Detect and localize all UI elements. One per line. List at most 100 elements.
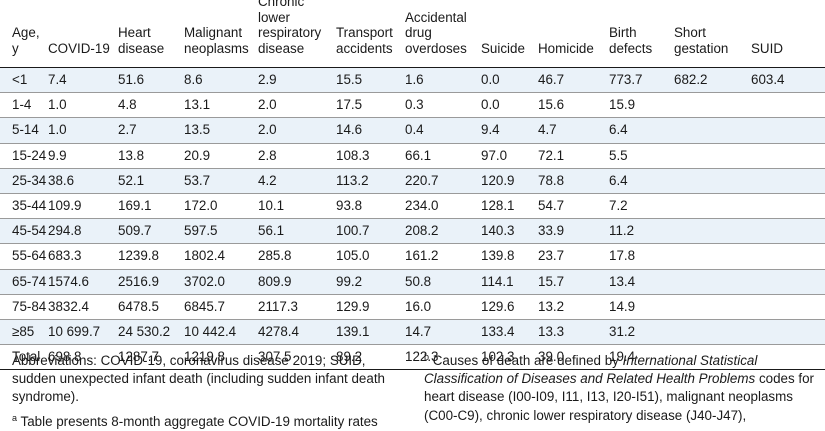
table-row: 65-74 1574.6 2516.9 3702.0 809.9 99.2 50.8 114.…	[0, 269, 825, 295]
age-group-cell: 45-54	[0, 218, 48, 245]
footnote-b-marker: b	[424, 352, 430, 362]
column-header: Age, y	[0, 0, 48, 68]
table-body: <1 7.4 51.6 8.6 2.9 15.5 1.6 0.0 46.7 773.7 682.2 6…	[0, 67, 825, 371]
age-group-cell: ≥85	[0, 319, 48, 346]
footnote-b-text-italic: International Statistical Classification…	[424, 353, 758, 387]
rate-cell: 603.4	[751, 67, 825, 94]
rate-cell: 172.0	[184, 193, 258, 220]
rate-cell: 1239.8	[118, 243, 184, 270]
rate-cell	[674, 243, 751, 270]
rate-cell: 46.7	[538, 67, 609, 94]
rate-cell: 6478.5	[118, 294, 184, 321]
column-header-label: Heart disease	[118, 25, 165, 56]
column-header: SUID	[751, 0, 825, 68]
rate-cell: 169.1	[118, 193, 184, 220]
rate-cell: 4.7	[538, 117, 609, 144]
rate-cell: 7.2	[609, 193, 674, 220]
rate-cell: 15.7	[538, 269, 609, 295]
column-header-label: Accidental drug overdoses	[405, 9, 467, 56]
rate-cell: 51.6	[118, 67, 184, 94]
rate-cell: 6845.7	[184, 294, 258, 321]
rate-cell	[674, 319, 751, 346]
table-row: 15-24 9.9 13.8 20.9 2.8 108.3 66.1 97.0 72.1 5.5	[0, 143, 825, 169]
rate-cell: 1574.6	[48, 269, 118, 295]
age-group-cell: 5-14	[0, 117, 48, 144]
rate-cell: 52.1	[118, 168, 184, 195]
table-header-row: Age, y COVID-19 Heart disease Malignant neo…	[0, 0, 825, 68]
rate-cell: 17.8	[609, 243, 674, 270]
rate-cell: 208.2	[405, 218, 481, 245]
rate-cell: 66.1	[405, 143, 481, 169]
rate-cell: 120.9	[481, 168, 538, 195]
rate-cell: 13.2	[538, 294, 609, 321]
column-header: Suicide	[481, 0, 538, 68]
rate-cell	[674, 143, 751, 169]
rate-cell: 17.5	[336, 92, 405, 119]
rate-cell: 15.5	[336, 67, 405, 94]
footnote-a: a Table presents 8-month aggregate COVID…	[12, 413, 402, 431]
footnotes-right-column: b Causes of death are defined by Interna…	[424, 352, 824, 425]
table-row: 1-4 1.0 4.8 13.1 2.0 17.5 0.3 0.0 15.6 15.9	[0, 92, 825, 119]
rate-cell: 10 699.7	[48, 319, 118, 346]
column-header: Accidental drug overdoses	[405, 0, 481, 68]
mortality-rates-table-container: Age, y COVID-19 Heart disease Malignant neo…	[0, 0, 825, 371]
rate-cell: 78.8	[538, 168, 609, 195]
rate-cell: 294.8	[48, 218, 118, 245]
rate-cell	[751, 117, 825, 144]
rate-cell: 6.4	[609, 117, 674, 144]
rate-cell: 129.9	[336, 294, 405, 321]
rate-cell: 113.2	[336, 168, 405, 195]
rate-cell	[674, 218, 751, 245]
age-group-cell: <1	[0, 67, 48, 94]
table-row: Total 698.8 1287.7 1219.8 307.5 89.2 122.3 102.…	[0, 344, 825, 371]
column-header: Homicide	[538, 0, 609, 68]
rate-cell: 597.5	[184, 218, 258, 245]
age-group-cell: 75-84	[0, 294, 48, 321]
age-group-cell: 1-4	[0, 92, 48, 119]
abbreviations-note: Abbreviations: COVID-19, coronavirus dis…	[12, 353, 385, 405]
rate-cell: 10.1	[258, 193, 336, 220]
column-header: Malignant neoplasms	[184, 0, 258, 68]
table-row: ≥85 10 699.7 24 530.2 10 442.4 4278.4 139.1 14…	[0, 319, 825, 346]
rate-cell	[751, 92, 825, 119]
rate-cell: 6.4	[609, 168, 674, 195]
rate-cell: 773.7	[609, 67, 674, 94]
column-header: COVID-19	[48, 0, 118, 68]
rate-cell: 20.9	[184, 143, 258, 169]
rate-cell: 3702.0	[184, 269, 258, 295]
rate-cell	[751, 243, 825, 270]
rate-cell: 19.4	[609, 344, 674, 371]
rate-cell: 13.8	[118, 143, 184, 169]
rate-cell	[751, 344, 825, 371]
rate-cell	[674, 117, 751, 144]
rate-cell	[674, 344, 751, 371]
rate-cell: 38.6	[48, 168, 118, 195]
column-header-label: Transport accidents	[336, 25, 393, 56]
rate-cell: 0.4	[405, 117, 481, 144]
rate-cell	[751, 294, 825, 321]
rate-cell: 14.9	[609, 294, 674, 321]
table-row: 45-54 294.8 509.7 597.5 56.1 100.7 208.2 140.3 3…	[0, 218, 825, 245]
rate-cell: 97.0	[481, 143, 538, 169]
rate-cell: 13.4	[609, 269, 674, 295]
rate-cell: 809.9	[258, 269, 336, 295]
rate-cell: 307.5	[258, 344, 336, 371]
footnote-a-text: Table presents 8-month aggregate COVID-1…	[20, 413, 378, 429]
rate-cell: 2117.3	[258, 294, 336, 321]
rate-cell: 133.4	[481, 319, 538, 346]
rate-cell: 2.7	[118, 117, 184, 144]
rate-cell: 0.0	[481, 67, 538, 94]
rate-cell: 0.3	[405, 92, 481, 119]
rate-cell: 114.1	[481, 269, 538, 295]
rate-cell: 50.8	[405, 269, 481, 295]
column-header: Transport accidents	[336, 0, 405, 68]
rate-cell: 285.8	[258, 243, 336, 270]
rate-cell: 72.1	[538, 143, 609, 169]
rate-cell: 15.9	[609, 92, 674, 119]
footnote-b-text-post: codes for heart disease (I00-I09, I11, I…	[424, 371, 815, 423]
column-header: Birth defects	[609, 0, 674, 68]
rate-cell: 4278.4	[258, 319, 336, 346]
rate-cell: 1802.4	[184, 243, 258, 270]
mortality-rates-table: Age, y COVID-19 Heart disease Malignant neo…	[0, 0, 825, 371]
rate-cell: 2.8	[258, 143, 336, 169]
